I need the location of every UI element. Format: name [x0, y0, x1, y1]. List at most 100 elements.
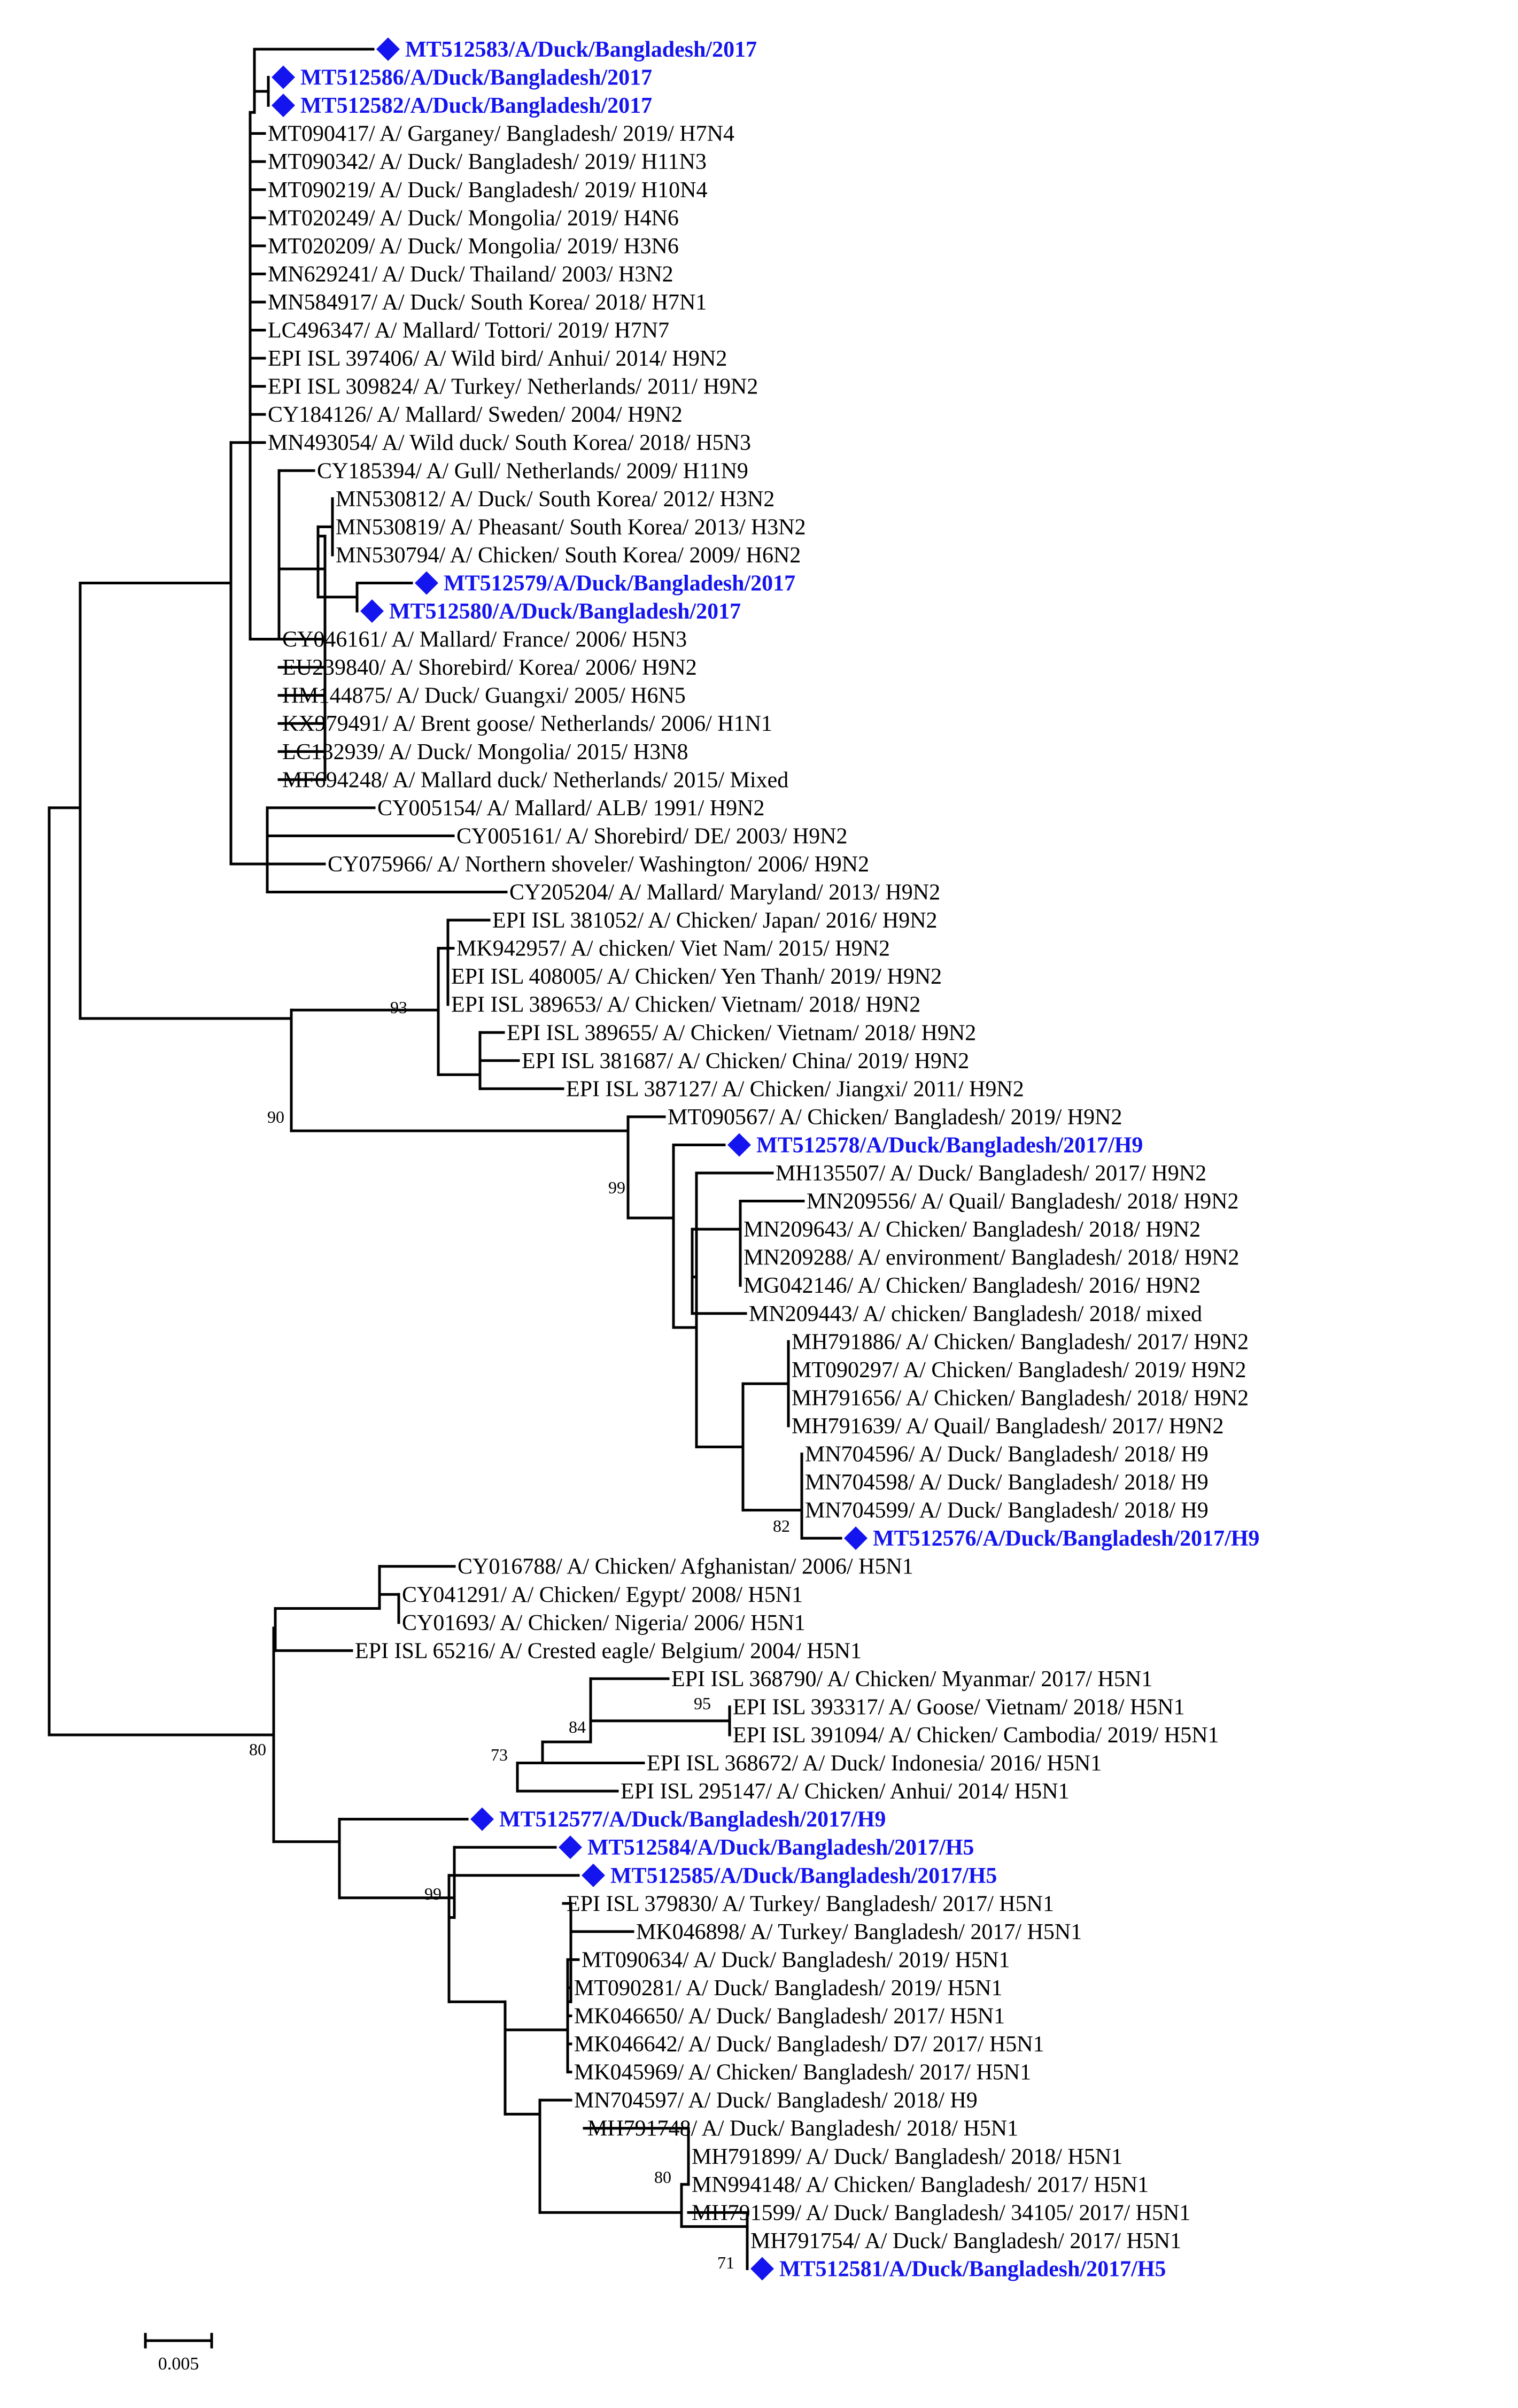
- tip-label: EPI ISL 368790/ A/ Chicken/ Myanmar/ 201…: [671, 1667, 1152, 1692]
- highlight-diamond-icon: [559, 1835, 582, 1859]
- highlighted-tip-label: MT512582/A/Duck/Bangladesh/2017: [300, 94, 652, 118]
- bootstrap-value: 71: [717, 2253, 734, 2272]
- tip-label: EPI ISL 379830/ A/ Turkey/ Bangladesh/ 2…: [567, 1892, 1054, 1916]
- tip-label: CY041291/ A/ Chicken/ Egypt/ 2008/ H5N1: [402, 1583, 803, 1607]
- highlighted-tip-label: MT512580/A/Duck/Bangladesh/2017: [389, 599, 741, 624]
- tip-label: CY005161/ A/ Shorebird/ DE/ 2003/ H9N2: [456, 824, 848, 848]
- tip-label: CY016788/ A/ Chicken/ Afghanistan/ 2006/…: [458, 1555, 913, 1579]
- highlighted-tip-label: MT512583/A/Duck/Bangladesh/2017: [405, 37, 757, 62]
- tip-label: MN493054/ A/ Wild duck/ South Korea/ 201…: [268, 431, 751, 456]
- highlight-diamond-icon: [360, 599, 384, 623]
- tip-label: CY075966/ A/ Northern shoveler/ Washingt…: [328, 852, 869, 877]
- bootstrap-value: 93: [390, 998, 407, 1017]
- tip-label: MT090281/ A/ Duck/ Bangladesh/ 2019/ H5N…: [574, 1976, 1002, 2001]
- tip-label: EPI ISL 408005/ A/ Chicken/ Yen Thanh/ 2…: [451, 964, 942, 989]
- highlight-diamond-icon: [470, 1807, 494, 1831]
- tip-label: MH791599/ A/ Duck/ Bangladesh/ 34105/ 20…: [692, 2201, 1190, 2225]
- tip-label: EPI ISL 65216/ A/ Crested eagle/ Belgium…: [355, 1639, 862, 1663]
- tip-label: EU239840/ A/ Shorebird/ Korea/ 2006/ H9N…: [282, 655, 697, 680]
- highlighted-tip-label: MT512579/A/Duck/Bangladesh/2017: [444, 571, 795, 596]
- bootstrap-value: 82: [773, 1516, 790, 1535]
- tip-label: MH791754/ A/ Duck/ Bangladesh/ 2017/ H5N…: [750, 2229, 1181, 2253]
- tip-label: KX979491/ A/ Brent goose/ Netherlands/ 2…: [282, 712, 772, 736]
- tip-label: EPI ISL 381687/ A/ Chicken/ China/ 2019/…: [522, 1049, 969, 1074]
- tip-label: MH791656/ A/ Chicken/ Bangladesh/ 2018/ …: [792, 1386, 1249, 1410]
- tip-label: MK045969/ A/ Chicken/ Bangladesh/ 2017/ …: [574, 2060, 1031, 2085]
- tip-labels: MT512583/A/Duck/Bangladesh/2017 MT512586/…: [268, 37, 1259, 2281]
- tip-label: CY185394/ A/ Gull/ Netherlands/ 2009/ H1…: [317, 459, 748, 483]
- tip-label: EPI ISL 387127/ A/ Chicken/ Jiangxi/ 201…: [566, 1077, 1024, 1101]
- tip-label: MT020209/ A/ Duck/ Mongolia/ 2019/ H3N6: [268, 234, 679, 259]
- highlight-diamond-icon: [376, 37, 400, 61]
- tip-label: MH135507/ A/ Duck/ Bangladesh/ 2017/ H9N…: [776, 1161, 1206, 1186]
- tip-label: MN530794/ A/ Chicken/ South Korea/ 2009/…: [336, 543, 801, 568]
- tip-label: MN704598/ A/ Duck/ Bangladesh/ 2018/ H9: [805, 1470, 1209, 1495]
- tip-label: MK046898/ A/ Turkey/ Bangladesh/ 2017/ H…: [636, 1920, 1082, 1944]
- tip-label: MN994148/ A/ Chicken/ Bangladesh/ 2017/ …: [692, 2173, 1149, 2197]
- tip-label: EPI ISL 397406/ A/ Wild bird/ Anhui/ 201…: [268, 346, 727, 371]
- tip-label: MN704599/ A/ Duck/ Bangladesh/ 2018/ H9: [805, 1499, 1209, 1523]
- tip-label: MT090417/ A/ Garganey/ Bangladesh/ 2019/…: [268, 122, 734, 146]
- scale-bar: 0.005: [144, 2333, 213, 2374]
- tip-label: MT090567/ A/ Chicken/ Bangladesh/ 2019/ …: [668, 1105, 1122, 1130]
- tip-label: CY205204/ A/ Mallard/ Maryland/ 2013/ H9…: [509, 881, 940, 905]
- tip-label: MT090219/ A/ Duck/ Bangladesh/ 2019/ H10…: [268, 178, 707, 203]
- tip-label: HM144875/ A/ Duck/ Guangxi/ 2005/ H6N5: [282, 684, 686, 708]
- highlighted-tip-label: MT512586/A/Duck/Bangladesh/2017: [300, 66, 652, 90]
- tree-branches: [48, 48, 842, 2270]
- bootstrap-value: 84: [569, 1717, 586, 1736]
- tip-label: MK046650/ A/ Duck/ Bangladesh/ 2017/ H5N…: [574, 2004, 1005, 2029]
- tip-label: MN530819/ A/ Pheasant/ South Korea/ 2013…: [336, 515, 806, 539]
- tip-label: MN209288/ A/ environment/ Bangladesh/ 20…: [743, 1246, 1239, 1270]
- highlighted-tip-label: MT512577/A/Duck/Bangladesh/2017/H9: [499, 1808, 886, 1832]
- highlight-diamond-icon: [844, 1526, 868, 1550]
- highlight-diamond-icon: [582, 1863, 605, 1887]
- tip-label: CY046161/ A/ Mallard/ France/ 2006/ H5N3: [282, 628, 687, 652]
- tip-label: MN209443/ A/ chicken/ Bangladesh/ 2018/ …: [749, 1302, 1202, 1326]
- tip-label: EPI ISL 389653/ A/ Chicken/ Vietnam/ 201…: [451, 993, 920, 1017]
- tip-label: MN704596/ A/ Duck/ Bangladesh/ 2018/ H9: [805, 1442, 1209, 1467]
- highlighted-tip-label: MT512585/A/Duck/Bangladesh/2017/H5: [610, 1864, 997, 1888]
- bootstrap-value: 99: [424, 1884, 442, 1903]
- tip-label: MN209556/ A/ Quail/ Bangladesh/ 2018/ H9…: [807, 1190, 1238, 1214]
- tip-label: CY01693/ A/ Chicken/ Nigeria/ 2006/ H5N1: [402, 1611, 806, 1635]
- tip-label: EPI ISL 368672/ A/ Duck/ Indonesia/ 2016…: [647, 1751, 1102, 1776]
- scale-bar-label: 0.005: [158, 2354, 199, 2374]
- tip-label: MH791886/ A/ Chicken/ Bangladesh/ 2017/ …: [792, 1330, 1249, 1354]
- tip-label: MK942957/ A/ chicken/ Viet Nam/ 2015/ H9…: [456, 937, 890, 961]
- tip-label: CY184126/ A/ Mallard/ Sweden/ 2004/ H9N2: [268, 403, 683, 427]
- tip-label: MN584917/ A/ Duck/ South Korea/ 2018/ H7…: [268, 290, 707, 315]
- highlighted-tip-label: MT512581/A/Duck/Bangladesh/2017/H5: [779, 2257, 1166, 2281]
- tip-label: LC496347/ A/ Mallard/ Tottori/ 2019/ H7N…: [268, 319, 669, 343]
- bootstrap-value: 73: [491, 1745, 508, 1764]
- bootstrap-value: 95: [694, 1694, 711, 1713]
- tip-label: EPI ISL 389655/ A/ Chicken/ Vietnam/ 201…: [507, 1021, 976, 1045]
- tip-label: EPI ISL 391094/ A/ Chicken/ Cambodia/ 20…: [733, 1723, 1219, 1748]
- tip-label: MG042146/ A/ Chicken/ Bangladesh/ 2016/ …: [743, 1274, 1201, 1298]
- tip-label: MF694248/ A/ Mallard duck/ Netherlands/ …: [282, 768, 788, 792]
- tip-label: MN209643/ A/ Chicken/ Bangladesh/ 2018/ …: [743, 1217, 1201, 1242]
- tip-label: EPI ISL 381052/ A/ Chicken/ Japan/ 2016/…: [492, 908, 938, 933]
- bootstrap-labels: 93 90 99 82 80 95 84 73 99 80 71: [249, 998, 790, 2272]
- bootstrap-value: 99: [608, 1178, 625, 1197]
- tip-label: MH791748/ A/ Duck/ Bangladesh/ 2018/ H5N…: [587, 2117, 1018, 2141]
- tip-label: MK046642/ A/ Duck/ Bangladesh/ D7/ 2017/…: [574, 2032, 1044, 2057]
- highlight-diamond-icon: [272, 65, 295, 89]
- highlight-diamond-icon: [727, 1133, 751, 1157]
- tip-label: MN629241/ A/ Duck/ Thailand/ 2003/ H3N2: [268, 262, 673, 287]
- tip-label: EPI ISL 309824/ A/ Turkey/ Netherlands/ …: [268, 375, 758, 399]
- tip-label: CY005154/ A/ Mallard/ ALB/ 1991/ H9N2: [377, 796, 765, 821]
- tip-label: MH791639/ A/ Quail/ Bangladesh/ 2017/ H9…: [792, 1414, 1223, 1439]
- tip-label: MN704597/ A/ Duck/ Bangladesh/ 2018/ H9: [574, 2088, 978, 2113]
- highlight-diamond-icon: [272, 94, 295, 118]
- highlighted-tip-label: MT512578/A/Duck/Bangladesh/2017/H9: [756, 1133, 1143, 1157]
- highlight-diamond-icon: [750, 2257, 774, 2281]
- highlight-markers: [272, 37, 868, 2281]
- tip-label: MT090297/ A/ Chicken/ Bangladesh/ 2019/ …: [792, 1358, 1246, 1383]
- bootstrap-value: 90: [267, 1107, 284, 1126]
- tip-label: MT090342/ A/ Duck/ Bangladesh/ 2019/ H11…: [268, 150, 707, 174]
- tip-label: MH791899/ A/ Duck/ Bangladesh/ 2018/ H5N…: [692, 2144, 1122, 2169]
- bootstrap-value: 80: [249, 1740, 266, 1759]
- tip-label: EPI ISL 295147/ A/ Chicken/ Anhui/ 2014/…: [621, 1779, 1070, 1804]
